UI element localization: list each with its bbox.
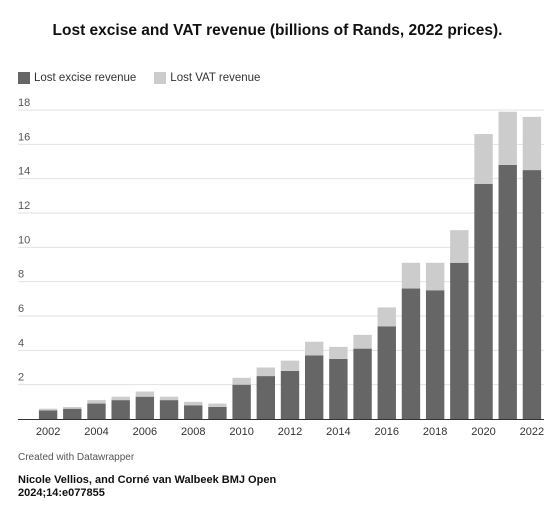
- x-tick-label: 2012: [278, 426, 302, 438]
- bar-excise: [353, 348, 372, 419]
- bar-vat: [111, 396, 130, 401]
- y-tick-label: 6: [18, 303, 24, 315]
- y-tick-label: 2: [18, 372, 24, 384]
- y-tick-label: 4: [18, 337, 24, 349]
- bar-vat: [135, 391, 155, 397]
- bar-excise: [38, 410, 58, 419]
- bar-excise: [63, 408, 82, 419]
- x-tick-label: 2008: [181, 426, 205, 438]
- bar-vat: [280, 360, 300, 371]
- bar-excise: [159, 400, 179, 419]
- bar-excise: [377, 326, 396, 419]
- bar-excise: [135, 396, 155, 419]
- legend-swatch-excise: [18, 72, 30, 84]
- chart-title: Lost excise and VAT revenue (billions of…: [52, 22, 503, 39]
- bar-vat: [256, 367, 276, 377]
- bar-vat: [450, 230, 469, 263]
- bar-excise: [474, 183, 493, 419]
- y-tick-label: 8: [18, 269, 24, 281]
- x-tick-label: 2016: [375, 426, 399, 438]
- bar-excise: [87, 403, 106, 419]
- legend: Lost excise revenue Lost VAT revenue: [18, 72, 278, 84]
- bar-vat: [425, 262, 445, 291]
- bar-vat: [208, 403, 227, 407]
- bar-vat: [38, 408, 58, 411]
- bar-excise: [450, 262, 469, 419]
- x-tick-label: 2022: [520, 426, 544, 438]
- y-tick-label: 10: [18, 234, 30, 246]
- x-tick-label: 2010: [229, 426, 253, 438]
- gridlines: 2 4 6 8 10 12 14 16 18: [18, 97, 544, 386]
- y-tick-label: 12: [18, 200, 30, 212]
- legend-item-vat: Lost VAT revenue: [154, 72, 260, 84]
- x-tick-label: 2006: [133, 426, 157, 438]
- bar-vat: [159, 396, 179, 401]
- bar-vat: [184, 401, 203, 406]
- bar-vat: [522, 116, 542, 171]
- bar-excise: [111, 400, 130, 419]
- y-tick-label: 16: [18, 131, 30, 143]
- bar-vat: [353, 334, 372, 349]
- legend-label-vat: Lost VAT revenue: [170, 72, 261, 84]
- bar-vat: [377, 307, 396, 327]
- x-tick-label: 2004: [84, 426, 108, 438]
- bar-excise: [498, 164, 517, 419]
- x-tick-label: 2018: [423, 426, 447, 438]
- bar-excise: [329, 358, 348, 419]
- bar-vat: [329, 346, 348, 359]
- legend-label-excise: Lost excise revenue: [34, 72, 137, 84]
- x-axis: 2002 2004 2006 2008 2010 2012 2014 2016 2018 2020…: [18, 419, 544, 438]
- x-tick-label: 2014: [326, 426, 350, 438]
- bar-vat: [474, 134, 493, 184]
- bar-vat: [232, 377, 251, 385]
- bar-excise: [280, 370, 300, 419]
- bar-vat: [304, 341, 324, 356]
- y-tick-label: 14: [18, 166, 30, 178]
- bar-excise: [522, 170, 542, 419]
- bars: [38, 111, 542, 419]
- bar-excise: [256, 376, 276, 419]
- bar-vat: [87, 400, 106, 404]
- source-citation: Nicole Vellios, and Corné van Walbeek BM…: [18, 474, 277, 499]
- bar-vat: [63, 406, 82, 409]
- bar-excise: [425, 290, 445, 419]
- bar-excise: [232, 384, 251, 419]
- bar-excise: [208, 406, 227, 419]
- credit-text: Created with Datawrapper: [18, 452, 135, 463]
- x-tick-label: 2020: [471, 426, 495, 438]
- bar-vat: [498, 111, 517, 165]
- bar-excise: [401, 288, 421, 419]
- bar-excise: [184, 405, 203, 419]
- bar-excise: [304, 355, 324, 419]
- legend-item-excise: Lost excise revenue: [18, 72, 136, 84]
- y-tick-label: 18: [18, 97, 30, 109]
- x-tick-label: 2002: [36, 426, 60, 438]
- legend-swatch-vat: [154, 72, 167, 84]
- bar-vat: [401, 262, 421, 289]
